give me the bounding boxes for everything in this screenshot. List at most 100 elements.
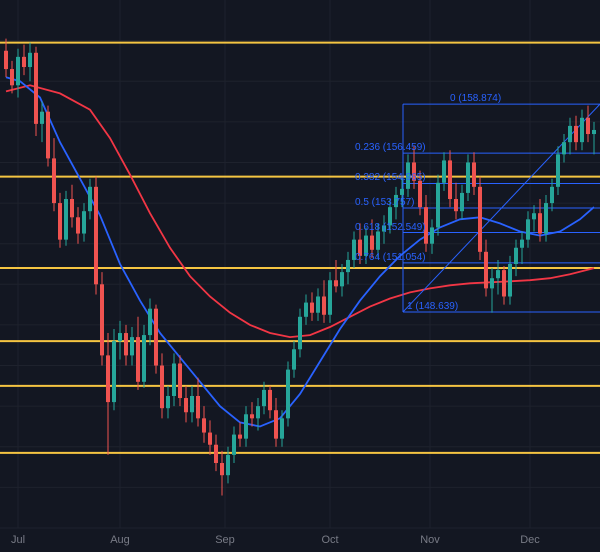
candle-body[interactable] — [202, 418, 206, 432]
candle-body[interactable] — [502, 270, 506, 296]
candle-body[interactable] — [478, 187, 482, 252]
candle-body[interactable] — [178, 364, 182, 399]
candle-body[interactable] — [262, 390, 266, 406]
candle-body[interactable] — [586, 118, 590, 134]
candle-body[interactable] — [508, 264, 512, 296]
candle-body[interactable] — [496, 270, 500, 278]
candle-body[interactable] — [580, 118, 584, 142]
candle-body[interactable] — [52, 158, 56, 203]
candle-body[interactable] — [70, 199, 74, 217]
candle-body[interactable] — [448, 160, 452, 199]
candle-body[interactable] — [532, 213, 536, 219]
candle-body[interactable] — [400, 189, 404, 195]
candle-body[interactable] — [286, 370, 290, 419]
candle-body[interactable] — [562, 142, 566, 154]
candle-body[interactable] — [82, 211, 86, 233]
candle-body[interactable] — [46, 112, 50, 159]
fib-level-label: 1 (148.639) — [407, 301, 458, 312]
candle-body[interactable] — [226, 455, 230, 475]
candle-body[interactable] — [520, 240, 524, 248]
candle-body[interactable] — [568, 126, 572, 142]
candle-body[interactable] — [316, 296, 320, 312]
candle-body[interactable] — [118, 333, 122, 341]
candle-body[interactable] — [340, 272, 344, 286]
candle-body[interactable] — [238, 435, 242, 439]
candle-body[interactable] — [220, 463, 224, 475]
candle-body[interactable] — [430, 227, 434, 243]
candle-body[interactable] — [418, 181, 422, 207]
candle-body[interactable] — [22, 57, 26, 67]
candle-body[interactable] — [514, 248, 518, 264]
month-label: Sep — [215, 534, 235, 546]
candle-body[interactable] — [64, 199, 68, 240]
candle-body[interactable] — [136, 337, 140, 382]
candle-body[interactable] — [376, 232, 380, 250]
candle-body[interactable] — [100, 284, 104, 355]
candle-body[interactable] — [574, 126, 578, 142]
candlestick-chart[interactable] — [0, 0, 600, 552]
candle-body[interactable] — [10, 69, 14, 85]
fib-level-label: 0.236 (156.459) — [355, 142, 426, 153]
candle-body[interactable] — [196, 396, 200, 418]
candle-body[interactable] — [442, 160, 446, 182]
month-label: Jul — [11, 534, 25, 546]
candle-body[interactable] — [184, 398, 188, 412]
candle-body[interactable] — [454, 199, 458, 211]
candle-body[interactable] — [112, 341, 116, 402]
candle-body[interactable] — [472, 162, 476, 186]
candle-body[interactable] — [490, 278, 494, 288]
candle-body[interactable] — [106, 355, 110, 402]
candle-body[interactable] — [274, 410, 278, 438]
candle-body[interactable] — [592, 130, 596, 134]
candle-body[interactable] — [298, 317, 302, 349]
candle-body[interactable] — [76, 217, 80, 233]
candle-body[interactable] — [550, 187, 554, 203]
candle-body[interactable] — [124, 333, 128, 355]
candle-body[interactable] — [34, 53, 38, 124]
candle-body[interactable] — [148, 309, 152, 335]
candle-body[interactable] — [244, 414, 248, 438]
candle-body[interactable] — [190, 396, 194, 412]
candle-body[interactable] — [304, 303, 308, 317]
candle-body[interactable] — [40, 112, 44, 124]
candle-body[interactable] — [334, 280, 338, 286]
candle-body[interactable] — [88, 187, 92, 211]
candle-body[interactable] — [556, 154, 560, 186]
candle-body[interactable] — [292, 349, 296, 369]
fib-level-label: 0 (158.874) — [450, 93, 501, 104]
candle-body[interactable] — [310, 303, 314, 313]
candle-body[interactable] — [94, 187, 98, 284]
candle-body[interactable] — [4, 51, 8, 69]
candle-body[interactable] — [436, 183, 440, 228]
candle-body[interactable] — [172, 364, 176, 396]
candle-body[interactable] — [154, 309, 158, 366]
candle-body[interactable] — [328, 280, 332, 315]
candle-body[interactable] — [232, 435, 236, 455]
candle-body[interactable] — [58, 203, 62, 240]
candle-body[interactable] — [466, 162, 470, 192]
month-label: Aug — [110, 534, 130, 546]
candle-body[interactable] — [256, 406, 260, 418]
candle-body[interactable] — [160, 366, 164, 409]
candle-body[interactable] — [268, 390, 272, 410]
candle-body[interactable] — [484, 252, 488, 289]
candle-body[interactable] — [166, 396, 170, 408]
candle-body[interactable] — [544, 203, 548, 233]
candle-body[interactable] — [526, 219, 530, 239]
candle-body[interactable] — [370, 236, 374, 250]
candle-body[interactable] — [322, 296, 326, 314]
candle-body[interactable] — [460, 193, 464, 211]
candle-body[interactable] — [142, 335, 146, 382]
candle-body[interactable] — [346, 260, 350, 272]
fib-level-label: 0.618 (152.549) — [355, 222, 426, 233]
candle-body[interactable] — [214, 445, 218, 463]
candle-body[interactable] — [28, 53, 32, 67]
fib-level-label: 0.382 (154.965) — [355, 172, 426, 183]
candle-body[interactable] — [280, 418, 284, 438]
candle-body[interactable] — [16, 57, 20, 85]
candle-body[interactable] — [208, 433, 212, 445]
candle-body[interactable] — [538, 213, 542, 233]
fib-level-label: 0.764 (151.054) — [355, 252, 426, 263]
candle-body[interactable] — [130, 337, 134, 355]
candle-body[interactable] — [250, 414, 254, 418]
